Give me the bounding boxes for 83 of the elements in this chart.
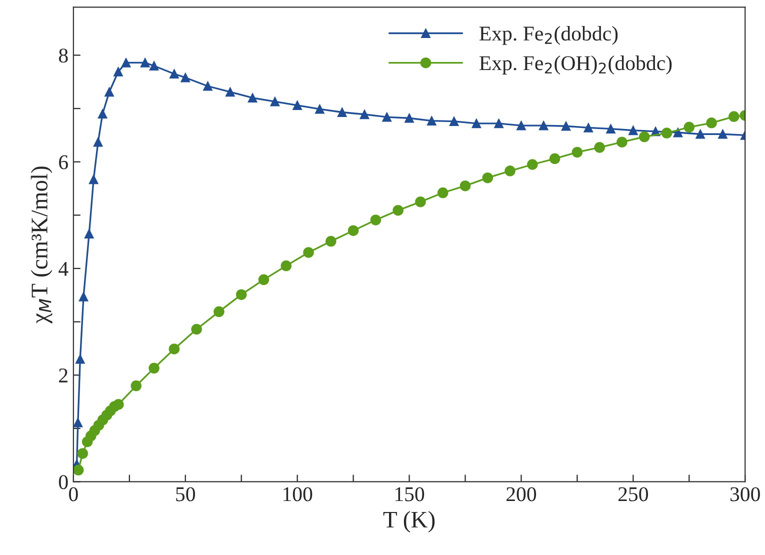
y-tick-label: 4 (58, 262, 68, 276)
point (168, 344, 180, 354)
point (516, 120, 526, 130)
point (684, 122, 695, 133)
point (360, 110, 370, 120)
point (214, 306, 224, 318)
point (696, 129, 706, 139)
point (114, 67, 123, 76)
point (594, 142, 605, 153)
point (382, 112, 392, 122)
y-tick-label: 2 (59, 368, 68, 382)
point (203, 81, 212, 91)
point (292, 100, 302, 110)
point (549, 153, 560, 164)
point (130, 380, 142, 392)
x-tick-label: 0 (69, 487, 78, 502)
point (236, 289, 247, 300)
point (75, 354, 85, 364)
point (77, 448, 88, 459)
y-tick-label: 0 (58, 475, 68, 490)
point (121, 58, 131, 68)
legend-label: Exp. Fe$_{2}$(OH)$_{2}$(dobdc) (479, 56, 672, 74)
point (248, 93, 258, 103)
x-tick-label: 100 (284, 487, 312, 502)
x-tick-label: 200 (506, 487, 536, 502)
point (170, 69, 179, 79)
point (606, 124, 616, 134)
point (180, 72, 190, 82)
point (191, 324, 202, 335)
y-axis-title: χ$_{M}$T (cm³K/mol) (30, 166, 52, 324)
point (140, 58, 150, 68)
point (404, 113, 414, 123)
point (337, 108, 347, 117)
point (494, 118, 504, 128)
point (661, 128, 672, 138)
point (326, 236, 336, 247)
point (472, 118, 482, 128)
point (315, 104, 324, 114)
point (370, 214, 382, 226)
point (392, 204, 404, 216)
point (258, 274, 270, 286)
point (437, 187, 448, 198)
point (113, 399, 124, 410)
point (572, 146, 583, 158)
point (93, 137, 103, 147)
point (460, 180, 471, 192)
point (149, 61, 159, 71)
x-tick-label: 300 (730, 487, 760, 502)
point (728, 111, 740, 122)
x-tick-label: 50 (176, 487, 196, 502)
point (718, 129, 728, 139)
point (706, 118, 717, 128)
point (84, 229, 94, 238)
point (628, 126, 638, 136)
x-axis-title: T (K) (383, 511, 435, 532)
point (270, 96, 280, 106)
point (148, 362, 160, 374)
point (561, 121, 571, 131)
x-tick-label: 150 (395, 487, 424, 502)
point (98, 109, 108, 119)
point (104, 87, 114, 97)
point (415, 196, 426, 208)
point (584, 123, 594, 132)
point (78, 292, 88, 302)
point (538, 120, 548, 130)
legend-label: Exp. Fe$_{2}$(dobdc) (479, 26, 618, 45)
point (73, 418, 83, 428)
point (527, 159, 538, 170)
point (73, 464, 84, 476)
point (426, 116, 436, 126)
point (88, 174, 98, 184)
point (482, 172, 494, 184)
point (225, 87, 235, 97)
x-tick-label: 250 (618, 487, 648, 502)
point (504, 166, 516, 176)
y-tick-label: 8 (58, 48, 68, 63)
point (348, 225, 359, 236)
point (303, 247, 314, 258)
y-tick-label: 6 (59, 155, 68, 170)
point (449, 116, 459, 126)
point (616, 136, 628, 148)
point (638, 131, 650, 142)
point (280, 260, 292, 272)
